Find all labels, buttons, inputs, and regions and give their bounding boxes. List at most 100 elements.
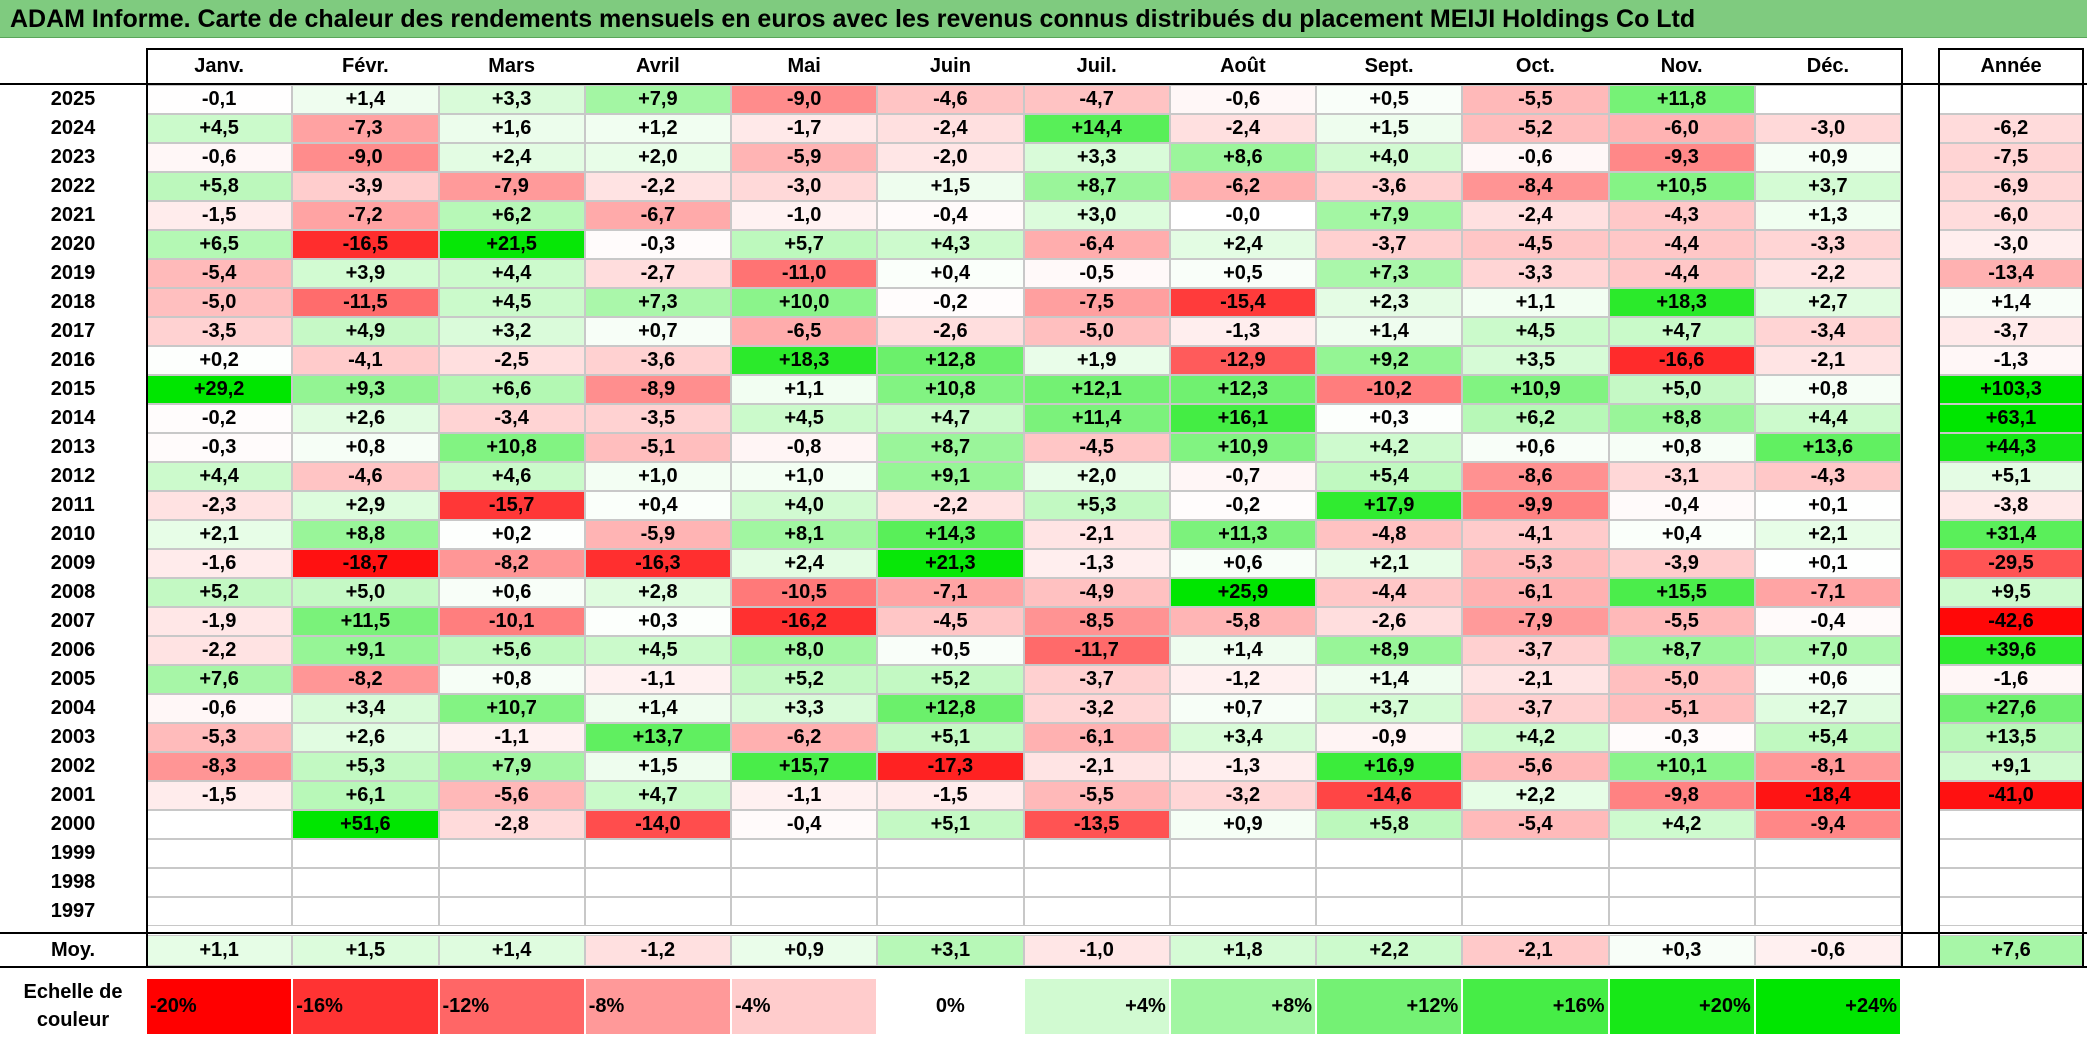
- month-header: Juin: [877, 48, 1024, 84]
- heatmap-cell: [584, 839, 731, 868]
- heatmap-cell: -5,0: [146, 288, 293, 317]
- year-label: 2006: [0, 636, 146, 665]
- heatmap-cell: -5,5: [1608, 607, 1755, 636]
- heatmap-cell: +8,6: [1169, 143, 1316, 172]
- heatmap-cell: +1,4: [292, 85, 439, 114]
- heatmap-cell: -5,3: [146, 723, 293, 752]
- heatmap-cell: +0,2: [146, 346, 293, 375]
- heatmap-cell: -1,0: [731, 201, 878, 230]
- heatmap-cell: -1,3: [1169, 317, 1316, 346]
- heatmap-cell: -2,6: [877, 317, 1024, 346]
- year-label: 2015: [0, 375, 146, 404]
- heatmap-cell: -8,6: [1462, 462, 1609, 491]
- heatmap-cell: +29,2: [146, 375, 293, 404]
- heatmap-cell: -0,7: [1169, 462, 1316, 491]
- heatmap-cell: +3,5: [1462, 346, 1609, 375]
- month-header: Mai: [731, 48, 878, 84]
- heatmap-cell: [877, 868, 1024, 897]
- heatmap-cell: +0,6: [1462, 433, 1609, 462]
- heatmap-cell: -0,2: [146, 404, 293, 433]
- year-label: 2023: [0, 143, 146, 172]
- heatmap-cell: -4,4: [1316, 578, 1463, 607]
- year-label: 2009: [0, 549, 146, 578]
- annual-cell: -7,5: [1938, 143, 2084, 172]
- heatmap-cell: +10,7: [438, 694, 585, 723]
- heatmap-cell: [1316, 839, 1463, 868]
- heatmap-cell: +9,1: [292, 636, 439, 665]
- heatmap-cell: -3,7: [1023, 665, 1170, 694]
- annual-cell: +27,6: [1938, 694, 2084, 723]
- heatmap-cell: +3,4: [1169, 723, 1316, 752]
- heatmap-cell: +0,3: [1316, 404, 1463, 433]
- heatmap-cell: [438, 868, 585, 897]
- heatmap-cell: -5,6: [438, 781, 585, 810]
- heatmap-cell: +2,6: [292, 723, 439, 752]
- heatmap-cell: -1,1: [584, 665, 731, 694]
- heatmap-cell: +2,2: [1462, 781, 1609, 810]
- heatmap-cell: +7,6: [146, 665, 293, 694]
- heatmap-cell: -12,9: [1169, 346, 1316, 375]
- heatmap-cell: +0,5: [1169, 259, 1316, 288]
- average-rule-top: [0, 932, 2087, 934]
- heatmap-cell: -0,2: [877, 288, 1024, 317]
- annual-cell: -3,8: [1938, 491, 2084, 520]
- heatmap-cell: -4,6: [292, 462, 439, 491]
- heatmap-cell: +7,3: [1316, 259, 1463, 288]
- heatmap-cell: +1,2: [584, 114, 731, 143]
- heatmap-cell: +8,7: [877, 433, 1024, 462]
- heatmap-cell: -1,5: [146, 201, 293, 230]
- heatmap-cell: -5,5: [1023, 781, 1170, 810]
- average-cell: -1,0: [1023, 935, 1170, 966]
- heatmap-cell: -6,2: [1169, 172, 1316, 201]
- year-label: 2013: [0, 433, 146, 462]
- heatmap-cell: +11,4: [1023, 404, 1170, 433]
- color-scale-step: +24%: [1754, 978, 1901, 1035]
- heatmap-cell: -4,5: [1023, 433, 1170, 462]
- heatmap-cell: -5,4: [1462, 810, 1609, 839]
- heatmap-cell: +0,1: [1754, 549, 1901, 578]
- average-cell: -1,2: [584, 935, 731, 966]
- heatmap-cell: [731, 868, 878, 897]
- heatmap-cell: +13,7: [584, 723, 731, 752]
- annual-cell: +44,3: [1938, 433, 2084, 462]
- heatmap-cell: +4,4: [1754, 404, 1901, 433]
- heatmap-cell: -0,9: [1316, 723, 1463, 752]
- heatmap-cell: +5,1: [877, 723, 1024, 752]
- heatmap-cell: -0,2: [1169, 491, 1316, 520]
- color-scale-step: +20%: [1608, 978, 1755, 1035]
- heatmap-cell: +5,2: [877, 665, 1024, 694]
- heatmap-cell: -0,0: [1169, 201, 1316, 230]
- heatmap-cell: -0,3: [146, 433, 293, 462]
- color-scale-step: 0%: [877, 978, 1024, 1035]
- header-rule: [0, 83, 2087, 85]
- annual-cell: +103,3: [1938, 375, 2084, 404]
- heatmap-cell: -5,8: [1169, 607, 1316, 636]
- heatmap-cell: +11,5: [292, 607, 439, 636]
- heatmap-cell: -7,2: [292, 201, 439, 230]
- heatmap-cell: +2,4: [438, 143, 585, 172]
- heatmap-cell: -8,3: [146, 752, 293, 781]
- year-column-header: Année: [1938, 48, 2084, 84]
- heatmap-cell: [1169, 897, 1316, 926]
- heatmap-cell: +16,9: [1316, 752, 1463, 781]
- heatmap-cell: +7,0: [1754, 636, 1901, 665]
- heatmap-cell: -3,2: [1023, 694, 1170, 723]
- heatmap-cell: -10,1: [438, 607, 585, 636]
- heatmap-cell: -1,3: [1169, 752, 1316, 781]
- heatmap-cell: -2,4: [877, 114, 1024, 143]
- heatmap-cell: [146, 810, 293, 839]
- heatmap-cell: -6,1: [1462, 578, 1609, 607]
- heatmap-cell: +0,6: [438, 578, 585, 607]
- annual-cell: [1938, 839, 2084, 868]
- heatmap-cell: +2,1: [1316, 549, 1463, 578]
- year-label: 2001: [0, 781, 146, 810]
- month-header: Juil.: [1023, 48, 1170, 84]
- heatmap-cell: [146, 897, 293, 926]
- heatmap-cell: +0,8: [438, 665, 585, 694]
- heatmap-cell: -4,8: [1316, 520, 1463, 549]
- heatmap-cell: +3,0: [1023, 201, 1170, 230]
- heatmap-cell: +2,7: [1754, 288, 1901, 317]
- heatmap-cell: -3,5: [584, 404, 731, 433]
- heatmap-cell: +0,6: [1169, 549, 1316, 578]
- heatmap-cell: -5,4: [146, 259, 293, 288]
